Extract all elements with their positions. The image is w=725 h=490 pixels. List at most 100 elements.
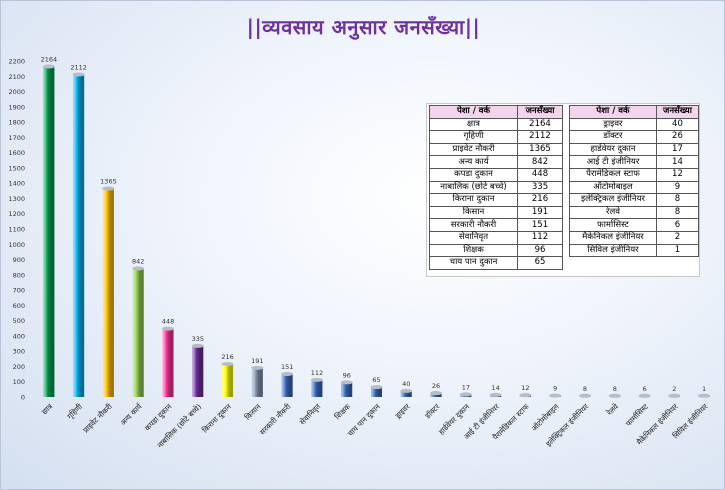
bar-value-label: 8	[613, 385, 617, 393]
profession-cell: सेवानिवृत	[429, 230, 518, 245]
bar-cap	[489, 392, 502, 397]
y-tick-label: 100	[13, 378, 25, 386]
x-category-label: अन्य कार्य	[118, 401, 144, 427]
population-header: जनसँख्या	[655, 105, 700, 119]
data-table-left: पेशा / वर्क जनसँख्या क्षात्र 2164 गृहिणी 21…	[429, 105, 563, 270]
y-tick-label: 2100	[8, 73, 25, 81]
profession-cell: ड्राइवर	[569, 117, 657, 132]
bar-shading	[341, 382, 353, 397]
x-category-label: किसान	[243, 401, 263, 421]
chart-title: ||व्यवसाय अनुसार जनसँख्या||	[246, 15, 481, 39]
population-cell: 842	[517, 155, 563, 169]
bar-shading	[222, 364, 234, 397]
x-category-label: सेवानिवृत	[298, 402, 324, 428]
bar-value-label: 96	[343, 371, 351, 379]
x-category-label: गृहिणी	[65, 401, 85, 421]
y-tick-label: 200	[13, 363, 25, 371]
profession-header: पेशा / वर्क	[429, 105, 518, 119]
y-tick-label: 1000	[8, 241, 25, 249]
bar-cap	[578, 393, 591, 398]
table-row: डॉक्टर 26	[569, 130, 700, 144]
bar-cap	[608, 393, 621, 398]
bar-shading	[132, 268, 144, 397]
population-cell: 2112	[517, 130, 563, 144]
bar-value-label: 9	[553, 385, 557, 393]
y-tick-label: 2000	[8, 88, 25, 96]
profession-cell: चाय पान दुकान	[429, 256, 518, 270]
table-row: गृहिणी 2112	[429, 130, 563, 144]
profession-cell: फार्मासिस्ट	[569, 218, 657, 232]
profession-cell: कपडा दुकान	[429, 167, 518, 182]
table-row: किसान 191	[429, 205, 563, 220]
table-row: क्षात्र 2164	[429, 117, 563, 132]
population-cell: 9	[655, 180, 700, 195]
table-row: पैरामेडिकल स्टाफ 12	[569, 167, 700, 182]
x-category-label: किराना दुकान	[200, 401, 234, 435]
bar-value-label: 2	[672, 385, 676, 393]
bar-value-label: 112	[311, 369, 323, 377]
table-row: आई टी इंजीनियर 14	[569, 155, 700, 169]
x-category-label: छात्र	[40, 401, 55, 416]
x-category-label: डॉक्टर	[422, 401, 442, 421]
y-tick-label: 1400	[8, 180, 25, 188]
table-header-row: पेशा / वर्क जनसँख्या	[569, 105, 700, 119]
bar-cap	[162, 326, 175, 331]
category-labels-group: छात्र गृहिणीप्राइवेट नौकरी अन्य कार्य कपडा …	[40, 401, 710, 450]
population-cell: 6	[655, 218, 700, 232]
bar-value-label: 335	[192, 335, 204, 343]
population-cell: 2	[655, 230, 700, 245]
table-row: नाबालिक (छोटे बच्चे) 335	[429, 180, 563, 195]
bar-shading	[43, 66, 55, 398]
bar-value-label: 448	[162, 318, 174, 326]
y-tick-label: 900	[13, 256, 25, 264]
population-cell: 448	[517, 167, 563, 182]
profession-cell: अन्य कार्य	[429, 155, 518, 169]
y-tick-label: 2200	[8, 58, 25, 66]
population-cell: 14	[655, 155, 700, 169]
bar-value-label: 8	[583, 385, 587, 393]
table-row: सरकारी नौकरी 151	[429, 218, 563, 232]
profession-cell: इलेक्ट्रिकल इंजीनियर	[569, 193, 657, 207]
bar-value-label: 26	[432, 382, 440, 390]
profession-cell: किसान	[429, 205, 518, 220]
y-tick-label: 1600	[8, 149, 25, 157]
population-cell: 8	[655, 193, 700, 207]
bar-value-label: 216	[221, 353, 233, 361]
profession-cell: शिक्षक	[429, 243, 518, 258]
table-row: प्राइवेट नौकरी 1365	[429, 142, 563, 157]
bar-cap	[340, 380, 353, 385]
profession-cell: सिविल इंजीनियर	[569, 243, 657, 258]
profession-cell: किराना दुकान	[429, 193, 518, 207]
data-table-panel: पेशा / वर्क जनसँख्या क्षात्र 2164 गृहिणी 21…	[426, 103, 700, 277]
x-category-label: फार्मासिस्ट	[624, 402, 650, 428]
x-category-label: प्राइवेट नौकरी	[81, 401, 114, 434]
table-row: रेलवे 8	[569, 205, 700, 220]
y-tick-label: 1900	[8, 103, 25, 111]
x-category-label: सरकारी नौकरी	[258, 401, 293, 436]
table-row: अन्य कार्य 842	[429, 155, 563, 169]
bar-value-label: 12	[521, 384, 529, 392]
population-cell: 8	[655, 205, 700, 220]
bar-shading	[102, 188, 114, 397]
bar-value-label: 1365	[100, 178, 117, 186]
profession-cell: प्राइवेट नौकरी	[429, 142, 518, 157]
bar-value-label: 2164	[41, 55, 58, 63]
y-tick-label: 1100	[8, 226, 25, 234]
population-cell: 216	[517, 193, 563, 207]
bar-value-label: 2112	[70, 63, 87, 71]
bar-cap	[400, 388, 413, 393]
bars-group	[42, 64, 711, 398]
y-tick-label: 700	[13, 287, 25, 295]
population-cell: 151	[517, 218, 563, 232]
table-row: मैकेनिकल इंजीनियर 2	[569, 230, 700, 245]
population-cell: 17	[655, 142, 700, 157]
table-row: सिविल इंजीनियर 1	[569, 243, 700, 258]
population-cell: 96	[517, 243, 563, 258]
profession-header: पेशा / वर्क	[569, 105, 657, 119]
profession-cell: गृहिणी	[429, 130, 518, 144]
bar-shading	[400, 390, 412, 397]
x-category-label: चाय पान दुकान	[346, 401, 383, 438]
bar-value-label: 842	[132, 257, 144, 265]
y-tick-label: 0	[21, 394, 25, 402]
